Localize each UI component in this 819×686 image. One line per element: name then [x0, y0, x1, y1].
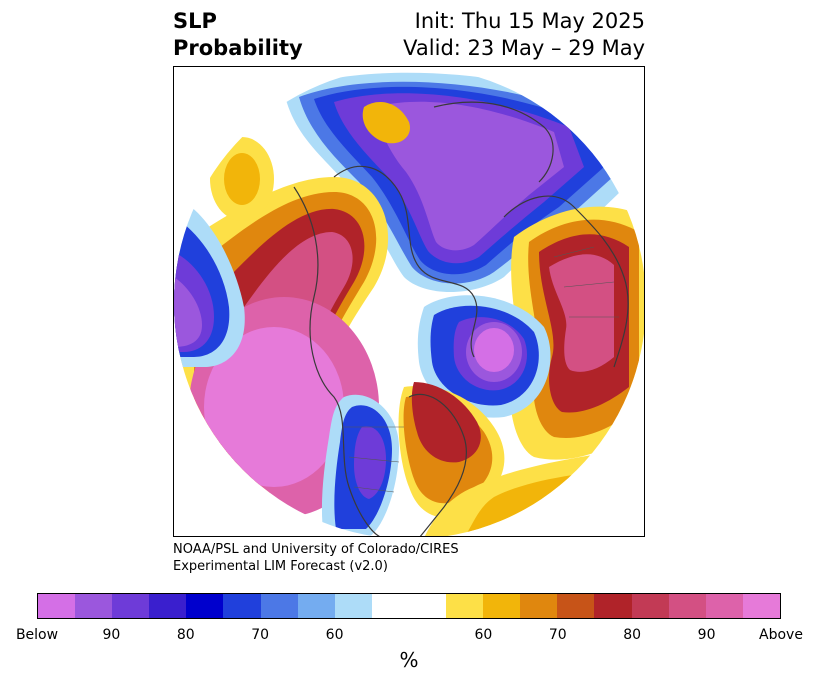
- colorbar-swatch: [742, 594, 780, 618]
- colorbar-swatch: [38, 594, 76, 618]
- colorbar: [37, 593, 781, 619]
- colorbar-tick-label: 90: [102, 627, 121, 643]
- colorbar-tick-label: Below: [15, 627, 59, 643]
- colorbar-swatch: [112, 594, 150, 618]
- colorbar-swatch: [557, 594, 595, 618]
- credit-text: NOAA/PSL and University of Colorado/CIRE…: [173, 541, 459, 575]
- probability-field: [174, 67, 644, 536]
- map-title: SLP Probability: [173, 8, 303, 62]
- colorbar-tick-labels: Below 90 80 70 60 60 70 80 90 Above: [0, 627, 819, 647]
- colorbar-swatch: [371, 594, 409, 618]
- forecast-dates: Init: Thu 15 May 2025 Valid: 23 May – 29…: [403, 8, 645, 62]
- colorbar-swatch: [483, 594, 521, 618]
- colorbar-tick-label: 80: [176, 627, 195, 643]
- colorbar-swatch: [520, 594, 558, 618]
- colorbar-swatch: [186, 594, 224, 618]
- colorbar-tick-label: 70: [548, 627, 567, 643]
- colorbar-swatch: [297, 594, 335, 618]
- colorbar-swatch: [631, 594, 669, 618]
- colorbar-tick-label: 70: [251, 627, 270, 643]
- colorbar-swatch: [334, 594, 372, 618]
- colorbar-swatch: [594, 594, 632, 618]
- colorbar-tick-label: 60: [474, 627, 493, 643]
- credit-line-1: NOAA/PSL and University of Colorado/CIRE…: [173, 542, 459, 557]
- colorbar-swatch: [75, 594, 113, 618]
- init-date: Init: Thu 15 May 2025: [414, 9, 645, 33]
- colorbar-tick-label: 60: [325, 627, 344, 643]
- colorbar-swatch: [668, 594, 706, 618]
- colorbar-swatch: [260, 594, 298, 618]
- colorbar-swatch: [149, 594, 187, 618]
- colorbar-swatch: [705, 594, 743, 618]
- credit-line-2: Experimental LIM Forecast (v2.0): [173, 559, 388, 574]
- title-line-2: Probability: [173, 36, 303, 60]
- colorbar-tick-label: 80: [623, 627, 642, 643]
- colorbar-swatch: [408, 594, 447, 618]
- map-panel: [173, 66, 645, 537]
- colorbar-tick-label: 90: [697, 627, 716, 643]
- colorbar-swatch: [446, 594, 484, 618]
- probability-map: [174, 67, 644, 536]
- title-line-1: SLP: [173, 9, 217, 33]
- colorbar-tick-label: Above: [759, 627, 803, 643]
- colorbar-swatch: [223, 594, 261, 618]
- valid-date: Valid: 23 May – 29 May: [403, 36, 645, 60]
- colorbar-unit-label: %: [399, 648, 419, 672]
